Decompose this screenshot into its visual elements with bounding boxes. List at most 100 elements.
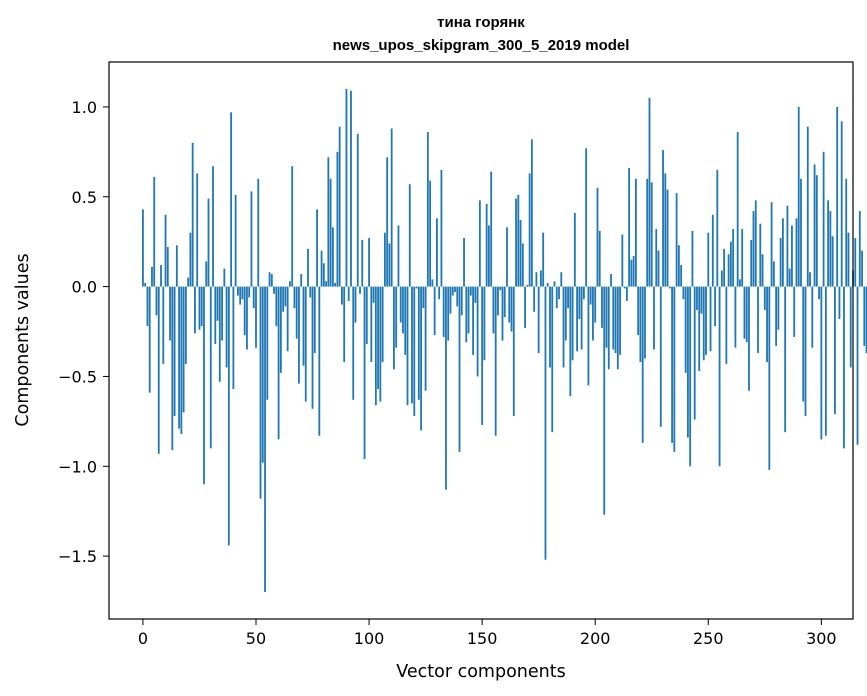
bar-134 bbox=[445, 286, 447, 490]
bar-310 bbox=[843, 286, 845, 449]
bar-74 bbox=[309, 286, 312, 298]
bar-200 bbox=[594, 286, 597, 323]
bar-270 bbox=[752, 211, 755, 287]
bar-88 bbox=[341, 286, 343, 305]
bar-151 bbox=[483, 286, 486, 361]
bar-143 bbox=[465, 286, 468, 343]
bar-169 bbox=[524, 286, 526, 328]
bar-215 bbox=[628, 168, 631, 287]
bar-263 bbox=[736, 132, 739, 287]
x-axis-ticks: 0 50 100 150 200 250 300 bbox=[138, 619, 837, 648]
bar-301 bbox=[822, 151, 825, 287]
bar-178 bbox=[544, 286, 547, 560]
bar-245 bbox=[696, 286, 698, 310]
bar-144 bbox=[467, 286, 470, 334]
bar-34 bbox=[218, 286, 221, 382]
y-tick-label: −1.5 bbox=[58, 547, 97, 566]
bar-311 bbox=[845, 178, 848, 287]
bar-125 bbox=[424, 286, 427, 391]
bar-186 bbox=[562, 286, 565, 368]
bar-268 bbox=[748, 286, 750, 391]
bar-105 bbox=[379, 286, 382, 402]
bar-118 bbox=[408, 184, 411, 287]
bar-293 bbox=[804, 286, 807, 416]
bar-253 bbox=[714, 286, 716, 327]
bar-283 bbox=[781, 218, 784, 287]
bar-86 bbox=[336, 151, 339, 287]
bar-184 bbox=[558, 286, 560, 300]
bar-64 bbox=[286, 286, 289, 352]
bar-1 bbox=[144, 283, 147, 287]
x-tick-label: 300 bbox=[806, 629, 837, 648]
bar-62 bbox=[282, 286, 285, 312]
bar-65 bbox=[289, 281, 291, 287]
y-tick-label: −1.0 bbox=[58, 457, 97, 476]
bar-72 bbox=[304, 286, 307, 402]
x-tick-label: 250 bbox=[693, 629, 724, 648]
bar-255 bbox=[718, 286, 721, 467]
bar-210 bbox=[616, 286, 619, 370]
bar-112 bbox=[395, 286, 398, 348]
chart-title-line2: news_upos_skipgram_300_5_2019 model bbox=[333, 37, 630, 54]
bar-109 bbox=[388, 243, 391, 287]
bar-59 bbox=[275, 286, 278, 327]
bar-173 bbox=[533, 286, 536, 312]
bar-316 bbox=[856, 286, 859, 445]
bar-154 bbox=[490, 171, 493, 287]
bar-113 bbox=[397, 225, 400, 287]
bar-279 bbox=[772, 261, 775, 287]
bar-227 bbox=[655, 229, 658, 287]
bar-157 bbox=[497, 286, 499, 316]
bar-99 bbox=[365, 286, 368, 345]
bar-308 bbox=[838, 286, 841, 319]
bar-221 bbox=[641, 286, 644, 443]
bar-35 bbox=[221, 286, 223, 341]
bar-37 bbox=[225, 286, 228, 368]
bar-302 bbox=[824, 286, 827, 436]
bar-77 bbox=[316, 209, 318, 287]
bar-13 bbox=[171, 286, 174, 451]
bar-92 bbox=[350, 90, 352, 287]
bar-248 bbox=[702, 286, 705, 361]
bar-201 bbox=[596, 187, 599, 287]
bar-191 bbox=[573, 212, 576, 287]
bar-303 bbox=[827, 200, 830, 287]
bar-24 bbox=[196, 173, 199, 287]
bar-198 bbox=[589, 286, 592, 305]
bar-228 bbox=[657, 250, 660, 287]
bar-22 bbox=[191, 142, 194, 287]
bar-193 bbox=[578, 286, 581, 319]
bar-49 bbox=[252, 286, 255, 309]
bar-287 bbox=[791, 225, 793, 287]
bar-93 bbox=[352, 286, 355, 400]
bar-274 bbox=[761, 254, 764, 287]
bar-69 bbox=[298, 286, 300, 384]
bar-230 bbox=[662, 150, 664, 287]
bar-73 bbox=[307, 248, 309, 287]
bar-282 bbox=[779, 238, 782, 287]
x-tick-label: 100 bbox=[354, 629, 385, 648]
bar-226 bbox=[653, 286, 655, 350]
bar-104 bbox=[377, 286, 380, 390]
bar-85 bbox=[334, 283, 337, 287]
bar-153 bbox=[488, 225, 490, 287]
bar-68 bbox=[295, 286, 298, 339]
bar-7 bbox=[157, 286, 160, 454]
bar-312 bbox=[847, 232, 850, 287]
bar-195 bbox=[582, 286, 585, 300]
bar-317 bbox=[858, 211, 861, 287]
bar-82 bbox=[327, 157, 330, 287]
bar-71 bbox=[302, 286, 305, 366]
bar-29 bbox=[207, 198, 210, 287]
bar-38 bbox=[227, 286, 230, 546]
bar-231 bbox=[664, 173, 667, 287]
bar-10 bbox=[164, 214, 167, 287]
bar-206 bbox=[607, 286, 610, 370]
y-tick-label: −0.5 bbox=[58, 367, 97, 386]
bar-103 bbox=[374, 286, 377, 406]
bar-291 bbox=[800, 178, 802, 287]
bar-123 bbox=[420, 286, 422, 431]
bar-249 bbox=[705, 286, 707, 355]
bar-313 bbox=[849, 286, 852, 368]
